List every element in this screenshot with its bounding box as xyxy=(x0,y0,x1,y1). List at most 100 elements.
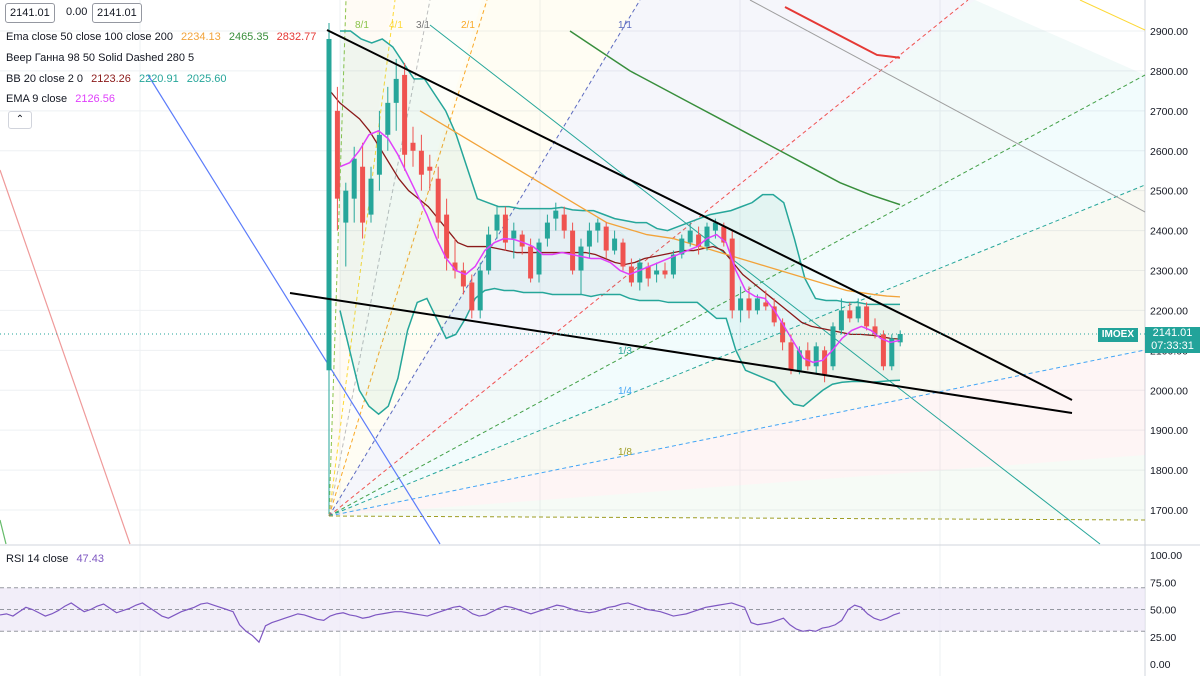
candle-body xyxy=(561,214,567,231)
candle-body xyxy=(351,158,357,199)
price-axis-tick: 2300.00 xyxy=(1150,266,1188,278)
candle-body xyxy=(645,266,651,279)
price-axis-tick: 2600.00 xyxy=(1150,146,1188,158)
candle-body xyxy=(738,298,744,311)
candle-body xyxy=(654,270,660,275)
gann-fan-sector xyxy=(329,0,975,516)
rsi-axis-tick: 0.00 xyxy=(1150,659,1171,671)
last-price-value: 2141.01 xyxy=(1152,327,1193,339)
candle-body xyxy=(822,350,828,375)
gann-fan-sector xyxy=(329,0,482,516)
legend-bb-basis: 2123.26 xyxy=(91,73,131,85)
legend-rsi-value: 47.43 xyxy=(76,553,104,565)
gann-fan-line xyxy=(328,0,641,517)
gann-fan-line xyxy=(328,0,396,517)
candle-body xyxy=(452,262,458,271)
candle-body xyxy=(343,190,349,223)
legend-ema9-value: 2126.56 xyxy=(75,93,115,105)
last-price-tag: 2141.01 07:33:31 xyxy=(1145,327,1200,353)
rsi-axis-tick: 25.00 xyxy=(1150,632,1176,644)
price-box-current[interactable]: 2141.01 xyxy=(5,3,55,23)
rsi-axis-tick: 75.00 xyxy=(1150,577,1176,589)
candle-body xyxy=(570,230,576,271)
rsi-axis-tick: 50.00 xyxy=(1150,605,1176,617)
candle-body xyxy=(553,210,559,219)
symbol-tag: IMOEX xyxy=(1097,328,1138,342)
gann-fan-line xyxy=(328,0,431,517)
candle-body xyxy=(830,326,836,367)
candle-body xyxy=(847,310,853,319)
lower-trendline xyxy=(289,292,1073,414)
ema200-line xyxy=(784,6,901,59)
gann-fan-label: 1/8 xyxy=(618,447,632,458)
candle-body xyxy=(620,242,626,267)
gann-fan-line xyxy=(328,0,347,517)
candle-body xyxy=(360,166,366,223)
angle-line-teal xyxy=(429,24,1101,545)
candle-body xyxy=(864,306,870,327)
legend-rsi[interactable]: RSI 14 close 47.43 xyxy=(6,552,109,566)
candle-body xyxy=(746,298,752,311)
angle-line-green xyxy=(0,519,7,545)
collapse-legend-button[interactable]: ⌃ xyxy=(8,111,32,129)
legend-ema200-value: 2832.77 xyxy=(276,31,317,43)
candle-body xyxy=(502,214,508,243)
rsi-line xyxy=(0,602,901,644)
candle-body xyxy=(838,310,844,331)
chevron-up-icon: ⌃ xyxy=(15,114,25,125)
candle-body xyxy=(528,246,534,279)
candle-body xyxy=(486,234,492,271)
legend-gann[interactable]: Веер Ганна 98 50 Solid Dashed 280 5 xyxy=(6,51,199,65)
gann-fan-line xyxy=(328,74,1146,517)
candle-body xyxy=(477,270,483,311)
ema100-line xyxy=(569,30,901,206)
candle-body xyxy=(712,222,718,231)
price-axis-tick: 2200.00 xyxy=(1150,305,1188,317)
legend-ema[interactable]: Ema close 50 close 100 close 200 2234.13… xyxy=(6,30,321,44)
bb-lower-line xyxy=(339,287,901,416)
candle-body xyxy=(536,242,542,275)
price-box-quote[interactable]: 2141.01 xyxy=(92,3,142,23)
price-axis-tick: 2400.00 xyxy=(1150,226,1188,238)
gann-fan-label: 1/4 xyxy=(618,386,632,397)
legend-ema9[interactable]: EMA 9 close 2126.56 xyxy=(6,92,120,106)
candle-body xyxy=(897,333,903,343)
candle-body xyxy=(687,230,693,243)
candle-body xyxy=(586,230,592,247)
gann-fan-label: 3/1 xyxy=(416,20,430,31)
price-axis-tick: 2800.00 xyxy=(1150,66,1188,78)
candle-body xyxy=(872,326,878,335)
candle-body xyxy=(670,254,676,275)
candle-body xyxy=(418,150,424,175)
angle-line-gray xyxy=(749,0,1146,213)
ema9-line xyxy=(339,129,901,364)
candle-body xyxy=(805,350,811,367)
candle-body xyxy=(696,234,702,247)
legend-rsi-label: RSI 14 close xyxy=(6,553,69,565)
candle-body xyxy=(780,322,786,343)
price-axis-tick: 1900.00 xyxy=(1150,425,1188,437)
candle-body xyxy=(889,338,895,367)
gann-fan-line xyxy=(328,0,488,517)
candle-body xyxy=(368,178,374,215)
legend-bb-upper: 2220.91 xyxy=(138,73,179,85)
legend-bb[interactable]: BB 20 close 2 0 2123.26 2220.91 2025.60 xyxy=(6,72,232,86)
gann-fan-line xyxy=(328,515,1146,521)
candle-body xyxy=(469,282,475,311)
bb-basis-line xyxy=(329,90,901,340)
change-value: 0.00 xyxy=(66,6,88,18)
gann-fan-sector xyxy=(329,0,392,516)
legend-ema50-value: 2234.13 xyxy=(181,31,221,43)
gann-fan-label: 8/1 xyxy=(355,20,369,31)
candle-body xyxy=(880,334,886,367)
candle-body xyxy=(544,222,550,239)
candle-body xyxy=(435,178,441,223)
gann-fan xyxy=(328,0,1146,521)
candle-body xyxy=(460,270,466,287)
price-axis-tick: 2500.00 xyxy=(1150,186,1188,198)
candle-body xyxy=(763,302,769,307)
angle-line-yellow xyxy=(1079,0,1146,31)
angle-line-red xyxy=(0,169,131,545)
candle-body xyxy=(402,74,408,155)
